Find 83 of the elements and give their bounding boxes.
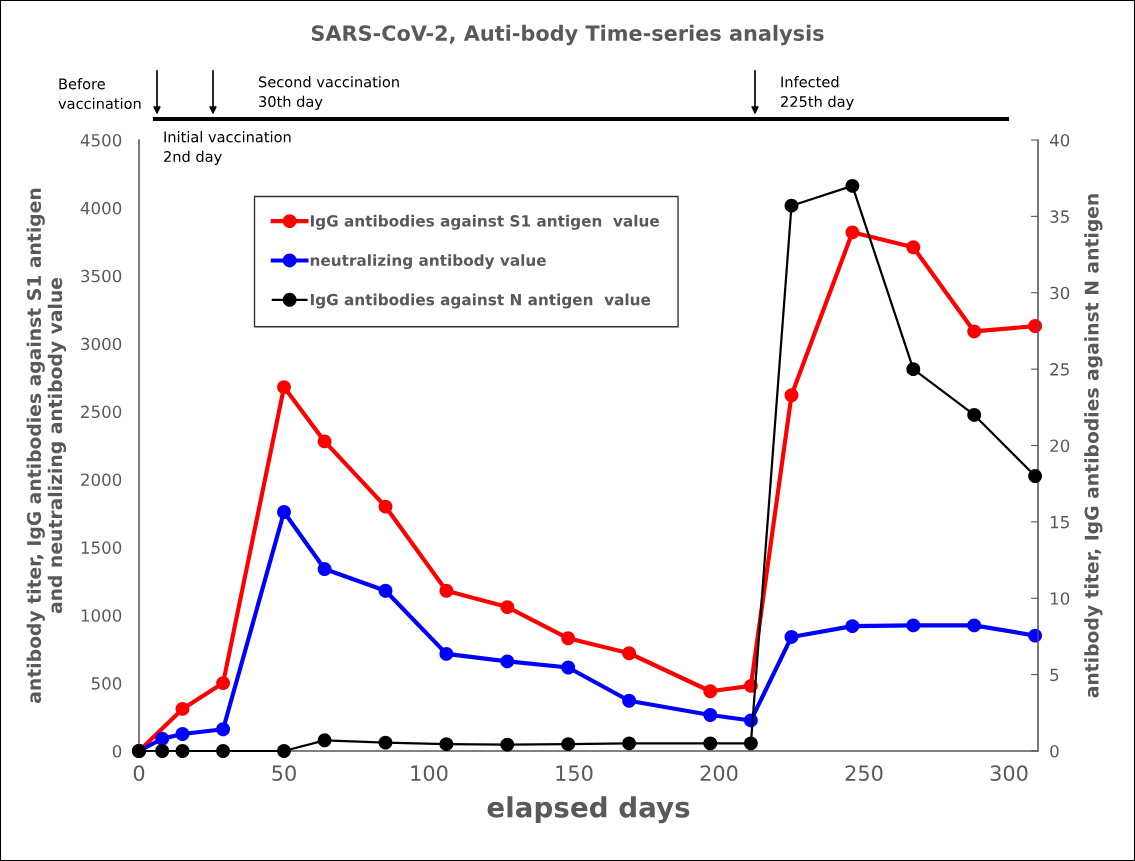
point xyxy=(906,362,921,377)
point xyxy=(378,499,393,514)
point xyxy=(175,727,190,741)
point xyxy=(155,731,170,746)
y-tick-label: 1500 xyxy=(81,541,122,554)
point xyxy=(561,737,576,752)
y-tick-label: 4000 xyxy=(80,201,122,215)
point xyxy=(500,654,515,669)
point xyxy=(216,676,231,691)
point xyxy=(277,744,291,758)
point xyxy=(277,505,291,519)
point xyxy=(967,618,982,633)
text: Second vaccination 30th day xyxy=(258,76,399,110)
point xyxy=(845,619,860,634)
annotation: Initial vaccination 2nd day xyxy=(164,131,291,165)
point xyxy=(561,631,576,646)
legend-label: IgG antibodies against N antigen value xyxy=(310,293,651,309)
point xyxy=(622,646,637,661)
point xyxy=(439,646,454,661)
point xyxy=(622,693,637,708)
chart-title: SARS-CoV-2, Auti-body Time-series analysis xyxy=(311,24,824,46)
legend-label: IgG antibodies against S1 antigen value xyxy=(310,214,659,230)
point xyxy=(703,684,718,699)
point xyxy=(317,562,332,576)
y-tick-label: 3500 xyxy=(81,269,122,283)
legend-label: neutralizing antibody value xyxy=(310,254,546,270)
x-tick-label: 200 xyxy=(700,765,738,782)
y2-tick-label: 15 xyxy=(1050,516,1069,529)
y2-tick-label: 0 xyxy=(1050,744,1059,758)
y2-tick-label: 5 xyxy=(1050,668,1059,682)
x-tick-label: 250 xyxy=(845,765,883,782)
point xyxy=(703,708,718,722)
point xyxy=(743,736,758,751)
point xyxy=(703,736,718,751)
x-axis-title: elapsed days xyxy=(487,796,690,824)
y2-tick-label: 35 xyxy=(1050,210,1069,223)
y-tick-label: 500 xyxy=(91,677,122,690)
y-tick-label: 4500 xyxy=(80,133,122,147)
point xyxy=(216,722,231,737)
y2-axis-title: antibody titer, IgG antibodies against N antigen xyxy=(1084,194,1103,698)
point xyxy=(845,225,860,240)
y-tick-label: 2500 xyxy=(81,405,122,419)
point xyxy=(378,735,393,750)
point xyxy=(500,737,515,752)
y2-tick-label: 30 xyxy=(1050,286,1070,300)
point xyxy=(317,434,332,449)
point xyxy=(317,733,332,748)
text: Infected 225th day xyxy=(781,76,854,110)
point xyxy=(216,744,231,758)
point xyxy=(561,660,576,675)
point xyxy=(967,324,982,339)
point xyxy=(378,583,393,598)
point xyxy=(784,388,799,403)
point xyxy=(439,583,454,598)
point xyxy=(622,736,637,751)
point xyxy=(906,618,921,633)
y-tick-label: 0 xyxy=(112,744,122,758)
text: Before vaccination xyxy=(58,78,141,110)
point xyxy=(845,178,860,193)
point xyxy=(1028,469,1043,483)
y2-tick-label: 10 xyxy=(1050,592,1070,605)
point xyxy=(500,600,515,615)
y2-tick-label: 25 xyxy=(1050,363,1069,376)
x-tick-label: 300 xyxy=(990,765,1028,782)
point xyxy=(784,198,799,213)
y-axis-title: antibody titer, IgG antibodies against S1 antigen and neutralizing antibody value xyxy=(26,188,67,703)
y2-tick-label: 40 xyxy=(1049,133,1070,147)
point xyxy=(906,240,921,255)
x-tick-label: 50 xyxy=(272,765,296,782)
point xyxy=(175,701,190,716)
y-tick-label: 2000 xyxy=(81,473,122,487)
x-tick-label: 150 xyxy=(556,765,593,782)
point xyxy=(155,744,170,758)
x-tick-label: 100 xyxy=(411,765,448,782)
point xyxy=(175,744,190,758)
point xyxy=(439,737,454,752)
y-tick-label: 3000 xyxy=(81,337,122,351)
x-tick-label: 0 xyxy=(133,765,145,782)
point xyxy=(277,380,291,395)
y-tick-label: 1000 xyxy=(81,609,122,622)
point xyxy=(784,630,799,644)
y2-tick-label: 20 xyxy=(1050,439,1070,453)
point xyxy=(967,408,982,422)
